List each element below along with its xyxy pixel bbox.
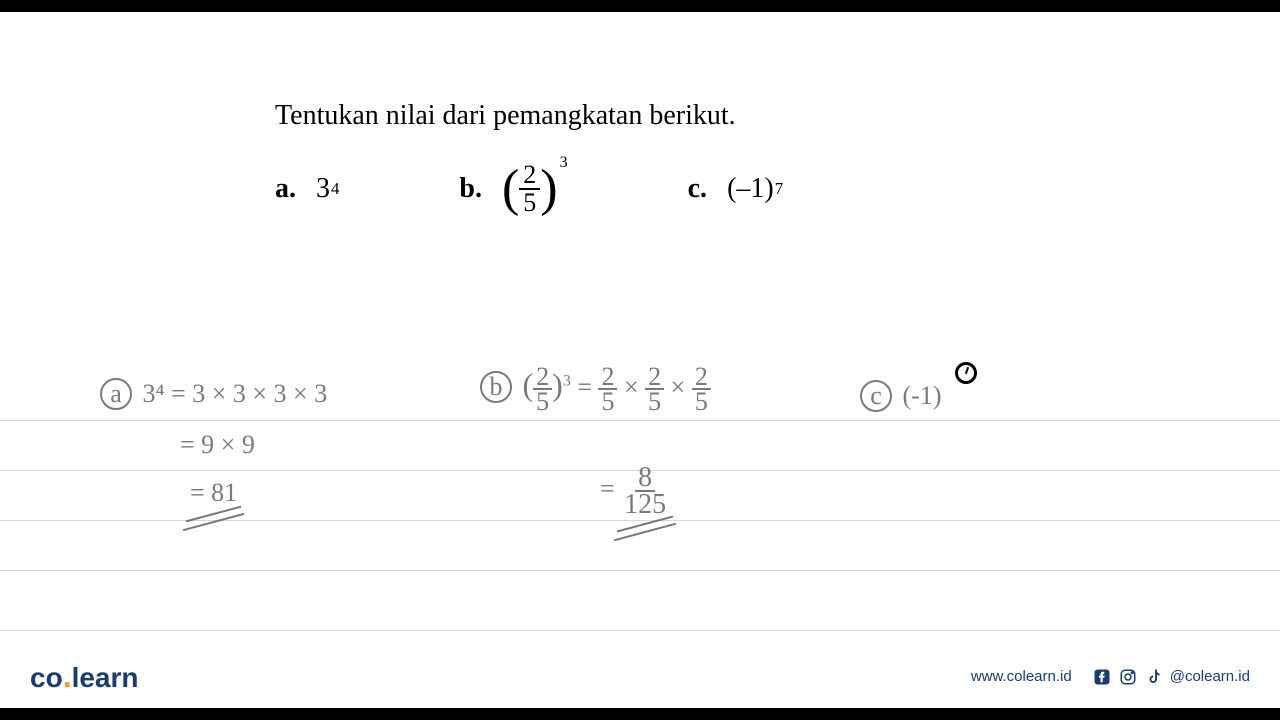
item-c-base: (–1)	[727, 173, 774, 205]
item-b-exponent: 3	[560, 154, 568, 172]
hw-b-f3: 25	[692, 365, 711, 414]
hw-b-result: = 8 125	[600, 465, 669, 517]
bottom-border	[0, 708, 1280, 720]
item-b-denominator: 5	[519, 190, 540, 216]
hw-b-rparen: )	[552, 366, 563, 402]
social-links: @colearn.id	[1092, 667, 1250, 687]
website-url: www.colearn.id	[971, 668, 1072, 685]
problem-item-a: a. 34	[275, 173, 339, 205]
problem-title: Tentukan nilai dari pemangkatan berikut.	[275, 100, 1025, 132]
instagram-icon	[1118, 667, 1138, 687]
hw-a-line3-wrap: = 81	[190, 478, 237, 508]
pen-cursor-icon	[955, 362, 977, 384]
item-c-exponent: 7	[775, 179, 783, 199]
hw-b-result-eq: =	[600, 474, 615, 503]
right-paren: )	[540, 166, 557, 213]
item-a-exponent: 4	[331, 179, 339, 199]
colearn-logo: co.learn	[30, 658, 139, 695]
item-a-expression: 34	[316, 173, 339, 205]
item-b-label: b.	[459, 173, 482, 205]
hw-b-exp: 3	[563, 373, 571, 390]
problem-item-b: b. ( 2 5 ) 3	[459, 162, 567, 216]
hw-c-marker: c	[860, 380, 892, 412]
item-b-expression: ( 2 5 ) 3	[502, 162, 568, 216]
hw-b-marker: b	[480, 371, 512, 403]
item-a-base: 3	[316, 173, 330, 205]
footer-right: www.colearn.id @colearn.id	[971, 667, 1250, 687]
handwriting-b: b (25)3 = 25 × 25 × 25	[480, 365, 711, 414]
problem-section: Tentukan nilai dari pemangkatan berikut.…	[275, 100, 1025, 216]
hw-b-result-frac: 8 125	[621, 465, 669, 517]
hw-b-left-frac: 25	[533, 365, 552, 414]
hw-c-expr: (-1)	[903, 381, 942, 410]
problem-item-c: c. (–1)7	[688, 173, 783, 205]
logo-co: co	[30, 662, 63, 693]
item-a-label: a.	[275, 173, 296, 205]
hw-a-line1: 3⁴ = 3 × 3 × 3 × 3	[143, 379, 328, 408]
footer: co.learn www.colearn.id @colearn.id	[0, 658, 1280, 695]
hw-b-lparen: (	[523, 366, 534, 402]
item-c-expression: (–1)7	[727, 173, 783, 205]
top-border	[0, 0, 1280, 12]
left-paren: (	[502, 166, 519, 213]
item-c-label: c.	[688, 173, 707, 205]
hw-a-result: = 81	[190, 478, 237, 507]
hw-b-f2: 25	[645, 365, 664, 414]
tiktok-icon	[1144, 667, 1164, 687]
social-handle: @colearn.id	[1170, 668, 1250, 685]
handwriting-a: a 3⁴ = 3 × 3 × 3 × 3	[100, 378, 327, 410]
rule-line	[0, 570, 1280, 571]
hw-b-eq: =	[577, 372, 592, 401]
item-b-fraction: 2 5	[519, 162, 540, 216]
hw-b-result-den: 125	[621, 492, 669, 517]
facebook-icon	[1092, 667, 1112, 687]
hw-b-times1: ×	[624, 372, 639, 401]
hw-b-result-num: 8	[635, 465, 655, 492]
handwriting-c: c (-1)	[860, 380, 941, 412]
hw-b-f1: 25	[598, 365, 617, 414]
rule-line	[0, 630, 1280, 631]
rule-line	[0, 420, 1280, 421]
hw-a-line2: = 9 × 9	[180, 430, 255, 460]
item-b-numerator: 2	[519, 162, 540, 190]
logo-learn: learn	[72, 662, 139, 693]
logo-dot: .	[63, 658, 72, 694]
hw-a-marker: a	[100, 378, 132, 410]
problem-items: a. 34 b. ( 2 5 ) 3 c. (–1)7	[275, 162, 1025, 216]
hw-b-times2: ×	[671, 372, 686, 401]
